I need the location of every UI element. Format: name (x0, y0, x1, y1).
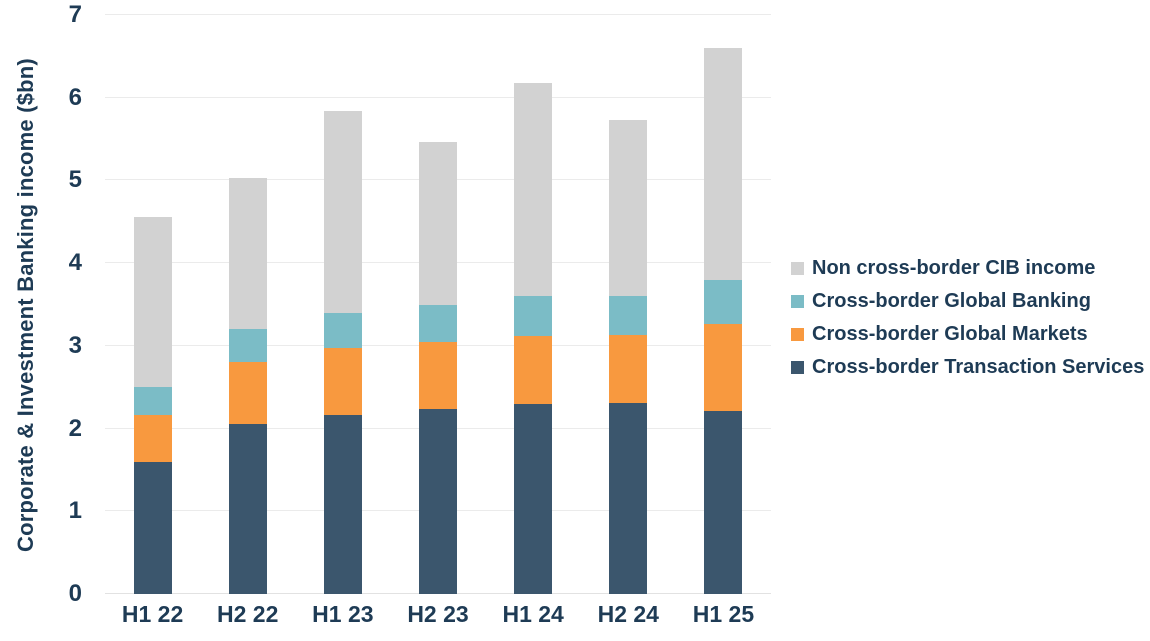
bar-segment (228, 329, 267, 363)
x-tick-label: H1 23 (312, 601, 374, 627)
bar-segment (323, 312, 362, 349)
bar-segment (419, 142, 457, 305)
y-tick-label: 5 (68, 166, 82, 194)
y-tick-label: 6 (68, 83, 82, 111)
bar-segment (419, 304, 457, 342)
legend: Non cross-border CIB income Cross-border … (791, 257, 1144, 378)
bar-segment (609, 402, 648, 594)
bar-segment (609, 296, 648, 336)
legend-item: Non cross-border CIB income (791, 257, 1144, 279)
bar-segment (228, 424, 267, 594)
y-axis-tick-labels: 0 1 2 3 4 5 6 7 (0, 1, 82, 607)
legend-swatch (791, 294, 804, 308)
legend-item: Cross-border Global Markets (791, 323, 1144, 345)
bar-segment (133, 414, 172, 462)
bar-segment (228, 177, 267, 330)
legend-label: Non cross-border CIB income (812, 257, 1096, 279)
bar-segment (704, 323, 743, 412)
x-tick-label: H2 24 (597, 601, 659, 627)
bar-h2-22 (228, 177, 267, 594)
x-axis-labels: H1 22 H2 22 H1 23 H2 23 H1 24 H2 24 H1 25 (105, 601, 771, 635)
bar-h1-23 (323, 110, 362, 594)
bar-segment (609, 120, 648, 297)
bar-segment (133, 461, 172, 594)
bar-segment (704, 48, 743, 280)
legend-label: Cross-border Transaction Services (812, 356, 1145, 378)
y-tick-label: 4 (68, 249, 82, 277)
bar-segment (323, 414, 362, 594)
legend-swatch (791, 360, 804, 374)
legend-item: Cross-border Transaction Services (791, 356, 1144, 378)
x-tick-label: H2 23 (407, 601, 469, 627)
gridline (105, 96, 771, 98)
plot-area (105, 14, 771, 594)
legend-label: Cross-border Global Markets (812, 323, 1088, 345)
bar-segment (514, 335, 553, 404)
x-tick-label: H1 22 (121, 601, 184, 627)
bar-segment (133, 216, 172, 388)
bar-h1-22 (133, 216, 172, 594)
y-tick-label: 0 (68, 580, 82, 607)
bar-segment (609, 335, 648, 403)
bar-segment (228, 362, 267, 425)
bar-segment (133, 387, 172, 415)
bar-segment (514, 296, 553, 336)
x-tick-label: H2 22 (217, 601, 279, 627)
bar-h2-23 (419, 142, 457, 594)
bar-h1-24 (514, 82, 553, 594)
bar-h1-25 (704, 48, 743, 594)
bar-segment (323, 110, 362, 313)
x-tick-label: H1 24 (502, 601, 564, 627)
y-tick-label: 7 (68, 1, 82, 28)
y-tick-label: 3 (68, 331, 82, 359)
legend-item: Cross-border Global Banking (791, 290, 1144, 312)
legend-swatch (791, 327, 804, 341)
bar-segment (704, 279, 743, 324)
x-tick-label: H1 25 (692, 601, 755, 627)
bar-segment (323, 348, 362, 415)
bar-h2-24 (609, 120, 648, 594)
legend-swatch (791, 261, 804, 275)
y-tick-label: 2 (68, 414, 82, 442)
bar-segment (419, 408, 457, 594)
bar-segment (514, 82, 553, 297)
y-tick-label: 1 (68, 497, 82, 525)
bar-segment (419, 341, 457, 409)
legend-label: Cross-border Global Banking (812, 290, 1091, 312)
gridline (105, 14, 771, 15)
bar-segment (704, 411, 743, 594)
bar-segment (514, 403, 553, 594)
